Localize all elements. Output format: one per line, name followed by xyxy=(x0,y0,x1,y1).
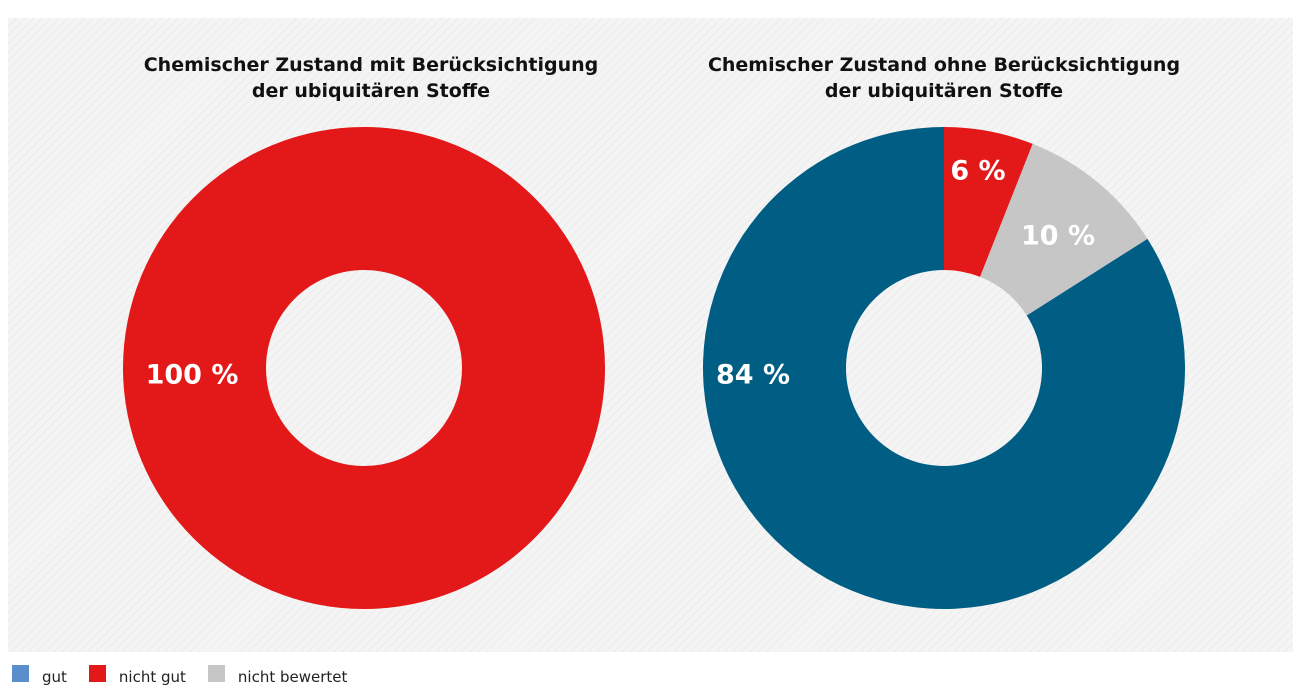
legend-item-gut: gut xyxy=(12,664,67,686)
legend: gut nicht gut nicht bewertet xyxy=(12,664,369,687)
donut-1-slice-nicht-gut xyxy=(944,127,1033,277)
legend-label-nicht-gut: nicht gut xyxy=(118,668,186,686)
legend-swatch-gut xyxy=(12,664,29,682)
donut-0-label-0: 100 % xyxy=(146,360,239,391)
chart-title-left: Chemischer Zustand mit Berücksichtigung … xyxy=(91,52,651,104)
chart-title-left-line-1: Chemischer Zustand mit Berücksichtigung xyxy=(143,54,599,76)
chart-title-right: Chemischer Zustand ohne Berücksichtigung… xyxy=(664,52,1224,104)
donut-1-label-0: 6 % xyxy=(950,156,1005,187)
donut-1-label-2: 84 % xyxy=(716,360,790,391)
donut-1-slice-gut xyxy=(703,127,1185,609)
chart-title-left-line-2: der ubiquitären Stoffe xyxy=(251,80,491,102)
donut-0-slice-nicht-gut xyxy=(123,127,605,609)
chart-title-right-line-2: der ubiquitären Stoffe xyxy=(824,80,1064,102)
legend-label-nicht-bewertet: nicht bewertet xyxy=(237,668,348,686)
donut-1-slice-nicht-bewertet xyxy=(980,143,1148,316)
legend-swatch-nicht-bewertet xyxy=(207,664,225,682)
legend-label-gut: gut xyxy=(42,668,67,686)
legend-swatch-nicht-gut xyxy=(88,664,106,682)
legend-item-nicht-bewertet: nicht bewertet xyxy=(207,664,348,686)
chart-title-right-line-1: Chemischer Zustand ohne Berücksichtigung xyxy=(707,54,1181,76)
donut-1-label-1: 10 % xyxy=(1021,221,1095,252)
legend-item-nicht-gut: nicht gut xyxy=(88,664,186,686)
